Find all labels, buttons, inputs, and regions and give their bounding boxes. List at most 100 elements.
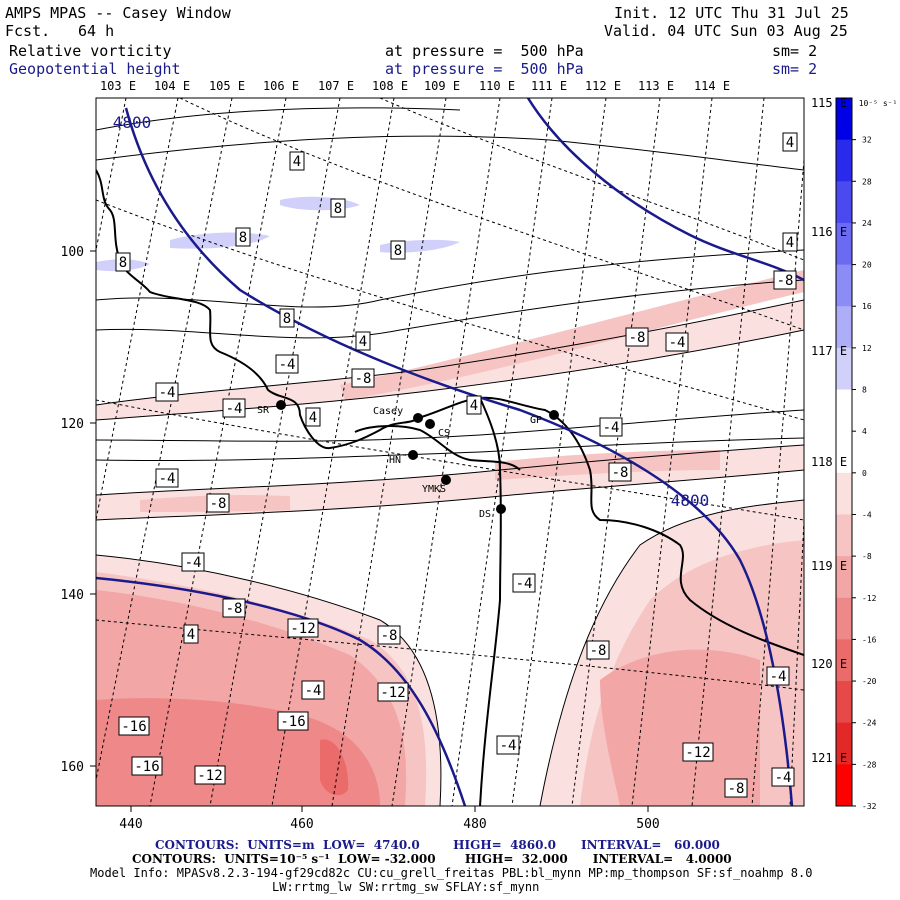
y-tick-label: 160 [61, 760, 84, 775]
svg-text:4: 4 [293, 154, 301, 170]
colorbar-label: -12 [862, 594, 877, 603]
vorticity-label: -8 [206, 493, 230, 513]
svg-text:-8: -8 [590, 643, 607, 659]
colorbar-swatch [836, 722, 852, 765]
vorticity-label: 4 [183, 624, 199, 644]
station-gp[interactable]: GP [530, 410, 559, 426]
station-ymks[interactable]: YMKS [422, 475, 451, 495]
colorbar-label: 0 [862, 469, 867, 478]
station-dot [441, 475, 451, 485]
colorbar-swatch [836, 681, 852, 724]
x-tick-label: 500 [636, 817, 659, 832]
geopotential-contours [96, 98, 804, 806]
model-info-line2: LW:rrtmg_lw SW:rrtmg_sw SFLAY:sf_mynn [272, 880, 540, 894]
svg-text:-8: -8 [728, 781, 745, 797]
vorticity-label: -16 [118, 716, 150, 736]
station-dot [549, 410, 559, 420]
svg-text:-4: -4 [159, 471, 176, 487]
vorticity-label: -4 [155, 468, 179, 488]
vorticity-label: -4 [512, 573, 536, 593]
lon-label-top: 103 E [100, 79, 136, 93]
colorbar-swatch [836, 264, 852, 307]
svg-text:-4: -4 [669, 335, 686, 351]
axis-ticks [90, 250, 649, 812]
colorbar-swatch [836, 556, 852, 599]
station-label: SR [257, 405, 270, 416]
colorbar-swatch [836, 222, 852, 266]
svg-text:-12: -12 [685, 745, 710, 761]
colorbar-label: 24 [862, 219, 872, 228]
map-title: AMPS MPAS -- Casey Window [5, 4, 231, 22]
model-info: Model Info: MPASv8.2.3-194-gf29cd82c CU:… [90, 866, 813, 880]
vorticity-label: -4 [181, 552, 205, 572]
station-casey[interactable]: Casey [373, 406, 423, 423]
vorticity-label: 4 [782, 132, 798, 152]
field2-name: Geopotential height [9, 60, 181, 78]
field1-level: at pressure = 500 hPa [385, 42, 584, 60]
svg-text:4: 4 [470, 398, 478, 414]
field1-sm: sm= 2 [772, 42, 818, 60]
colorbar-label: 8 [862, 386, 867, 395]
svg-text:-4: -4 [603, 420, 620, 436]
svg-text:4: 4 [359, 334, 367, 350]
colorbar-label: 16 [862, 302, 872, 311]
height-contour-labels: 4800 4800 [113, 113, 710, 510]
lon-label-top: 114 E [694, 79, 730, 93]
contours-height-info: CONTOURS: UNITS=m LOW= 4740.0 HIGH= 4860… [155, 838, 720, 852]
svg-text:-4: -4 [775, 770, 792, 786]
svg-text:4: 4 [786, 235, 794, 251]
vorticity-contour-labels: 4 8 8 8 8 4 4 8 4 -8 -4 -8 -4 -8 -4 -4 4 4 -4 -4 -8 -8 -4 -4 -8 4… [115, 132, 798, 798]
vorticity-label: -4 [275, 354, 299, 374]
vorticity-label: -4 [599, 417, 623, 437]
colorbar-label: 12 [862, 344, 872, 353]
vorticity-label: -4 [771, 767, 795, 787]
contours-vorticity-info: CONTOURS: UNITS=10⁻⁵ s⁻¹ LOW= -32.000 HI… [132, 852, 732, 866]
coastline [96, 169, 804, 806]
lon-label-right: 117 E [811, 344, 847, 358]
svg-text:-8: -8 [629, 330, 646, 346]
lon-label-top: 104 E [154, 79, 190, 93]
lon-label-right: 115 E [811, 96, 847, 110]
vorticity-label: 8 [115, 252, 131, 272]
plot-frame [95, 97, 805, 807]
station-cs[interactable]: CS [425, 419, 450, 439]
svg-text:-4: -4 [770, 669, 787, 685]
svg-text:-12: -12 [197, 768, 222, 784]
svg-text:8: 8 [119, 255, 127, 271]
colorbar-swatch [836, 431, 852, 474]
svg-text:-4: -4 [226, 401, 243, 417]
svg-text:-16: -16 [121, 719, 146, 735]
lon-label-top: 108 E [372, 79, 408, 93]
lon-label-top: 109 E [424, 79, 460, 93]
svg-text:-12: -12 [380, 685, 405, 701]
colorbar-swatch [836, 764, 852, 807]
station-hn[interactable]: HN [389, 450, 418, 466]
y-tick-label: 100 [61, 245, 84, 260]
colorbar-swatch [836, 98, 852, 141]
colorbar-label: 20 [862, 261, 872, 270]
station-label: Casey [373, 406, 403, 417]
svg-text:4: 4 [786, 135, 794, 151]
colorbar-label: -16 [862, 635, 877, 644]
x-tick-label: 440 [119, 817, 142, 832]
svg-text:-16: -16 [134, 759, 159, 775]
colorbar-swatch [836, 597, 852, 640]
y-tick-label: 140 [61, 588, 84, 603]
svg-text:-8: -8 [612, 465, 629, 481]
colorbar-swatch [836, 472, 852, 515]
station-label: GP [530, 415, 542, 426]
colorbar-label: -4 [862, 510, 872, 519]
vorticity-label: -12 [377, 682, 409, 702]
colorbar-label: 32 [862, 136, 872, 145]
svg-text:-8: -8 [210, 496, 227, 512]
lon-label-top: 110 E [479, 79, 515, 93]
field2-level: at pressure = 500 hPa [385, 60, 584, 78]
colorbar-label: -24 [862, 719, 877, 728]
station-ds[interactable]: DS [479, 504, 506, 520]
station-dot [425, 419, 435, 429]
colorbar-label: -20 [862, 677, 877, 686]
svg-text:-4: -4 [516, 576, 533, 592]
station-sr[interactable]: SR [257, 400, 286, 416]
station-dot [413, 413, 423, 423]
lon-label-top: 106 E [263, 79, 299, 93]
